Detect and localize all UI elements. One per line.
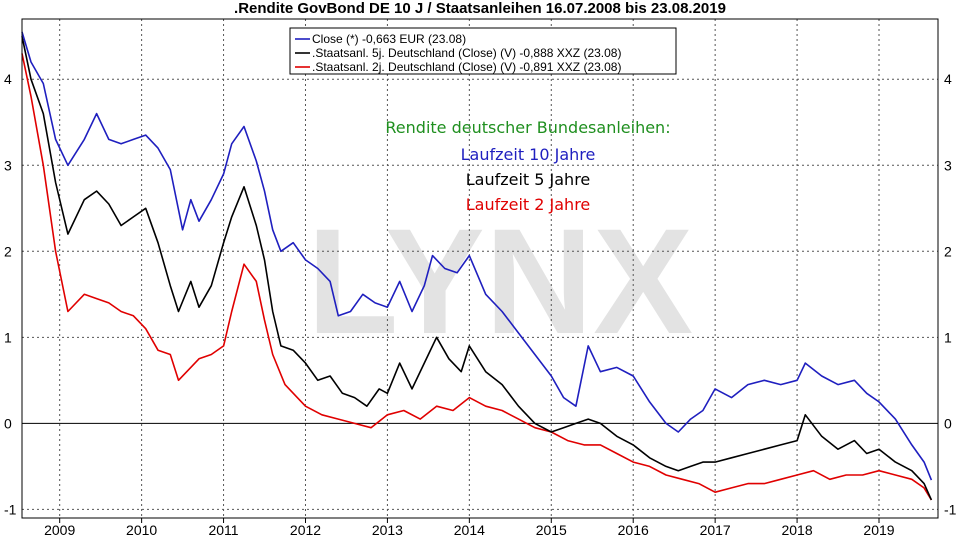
plot-frame [21, 18, 939, 519]
y-tick-label-left: -1 [4, 501, 17, 517]
x-tick-label: 2019 [863, 522, 894, 538]
annotation-2: Laufzeit 5 Jahre [466, 170, 591, 189]
x-tick-label: 2015 [536, 522, 567, 538]
series-line-1 [21, 36, 933, 501]
x-tick-label: 2016 [618, 522, 649, 538]
x-tick-label: 2010 [126, 522, 157, 538]
x-tick-label: 2018 [781, 522, 812, 538]
y-tick-label-right: 0 [944, 415, 952, 431]
y-tick-label-right: 4 [944, 71, 952, 87]
annotation-3: Laufzeit 2 Jahre [466, 195, 591, 214]
x-tick-label: 2014 [454, 522, 485, 538]
y-tick-label-left: 2 [4, 243, 12, 259]
series-line-0 [21, 31, 933, 481]
y-tick-label-right: 2 [944, 243, 952, 259]
annotations: Rendite deutscher Bundesanleihen: Laufzei… [385, 118, 670, 214]
annotation-1: Laufzeit 10 Jahre [461, 145, 596, 164]
y-tick-label-left: 1 [4, 329, 12, 345]
chart-title: .Rendite GovBond DE 10 J / Staatsanleihe… [234, 0, 726, 17]
series-layer [21, 31, 933, 501]
legend-box [289, 27, 677, 75]
y-tick-label-right: -1 [944, 501, 957, 517]
legend-label: Close (*) -0,663 EUR (23.08) [312, 32, 466, 46]
axis-ticks: 2009 2010 2011 2012 2013 2014 2015 2016 2017 2018… [4, 71, 957, 538]
y-tick-label-right: 1 [944, 329, 952, 345]
y-tick-label-right: 3 [944, 157, 952, 173]
legend-label: .Staatsanl. 5j. Deutschland (Close) (V) … [312, 46, 621, 60]
series-line-2 [21, 53, 933, 501]
x-tick-label: 2011 [208, 522, 238, 538]
legend-label: .Staatsanl. 2j. Deutschland (Close) (V) … [312, 60, 621, 74]
y-tick-label-left: 3 [4, 157, 12, 173]
x-tick-label: 2012 [290, 522, 321, 538]
annotation-0: Rendite deutscher Bundesanleihen: [385, 118, 670, 137]
watermark: LYNX [307, 197, 693, 365]
x-tick-label: 2017 [700, 522, 731, 538]
y-tick-label-left: 4 [4, 71, 12, 87]
y-tick-label-left: 0 [4, 415, 12, 431]
grid [22, 19, 938, 518]
x-tick-label: 2013 [372, 522, 403, 538]
legend: Close (*) -0,663 EUR (23.08).Staatsanl. … [289, 27, 677, 75]
x-tick-label: 2009 [44, 522, 75, 538]
